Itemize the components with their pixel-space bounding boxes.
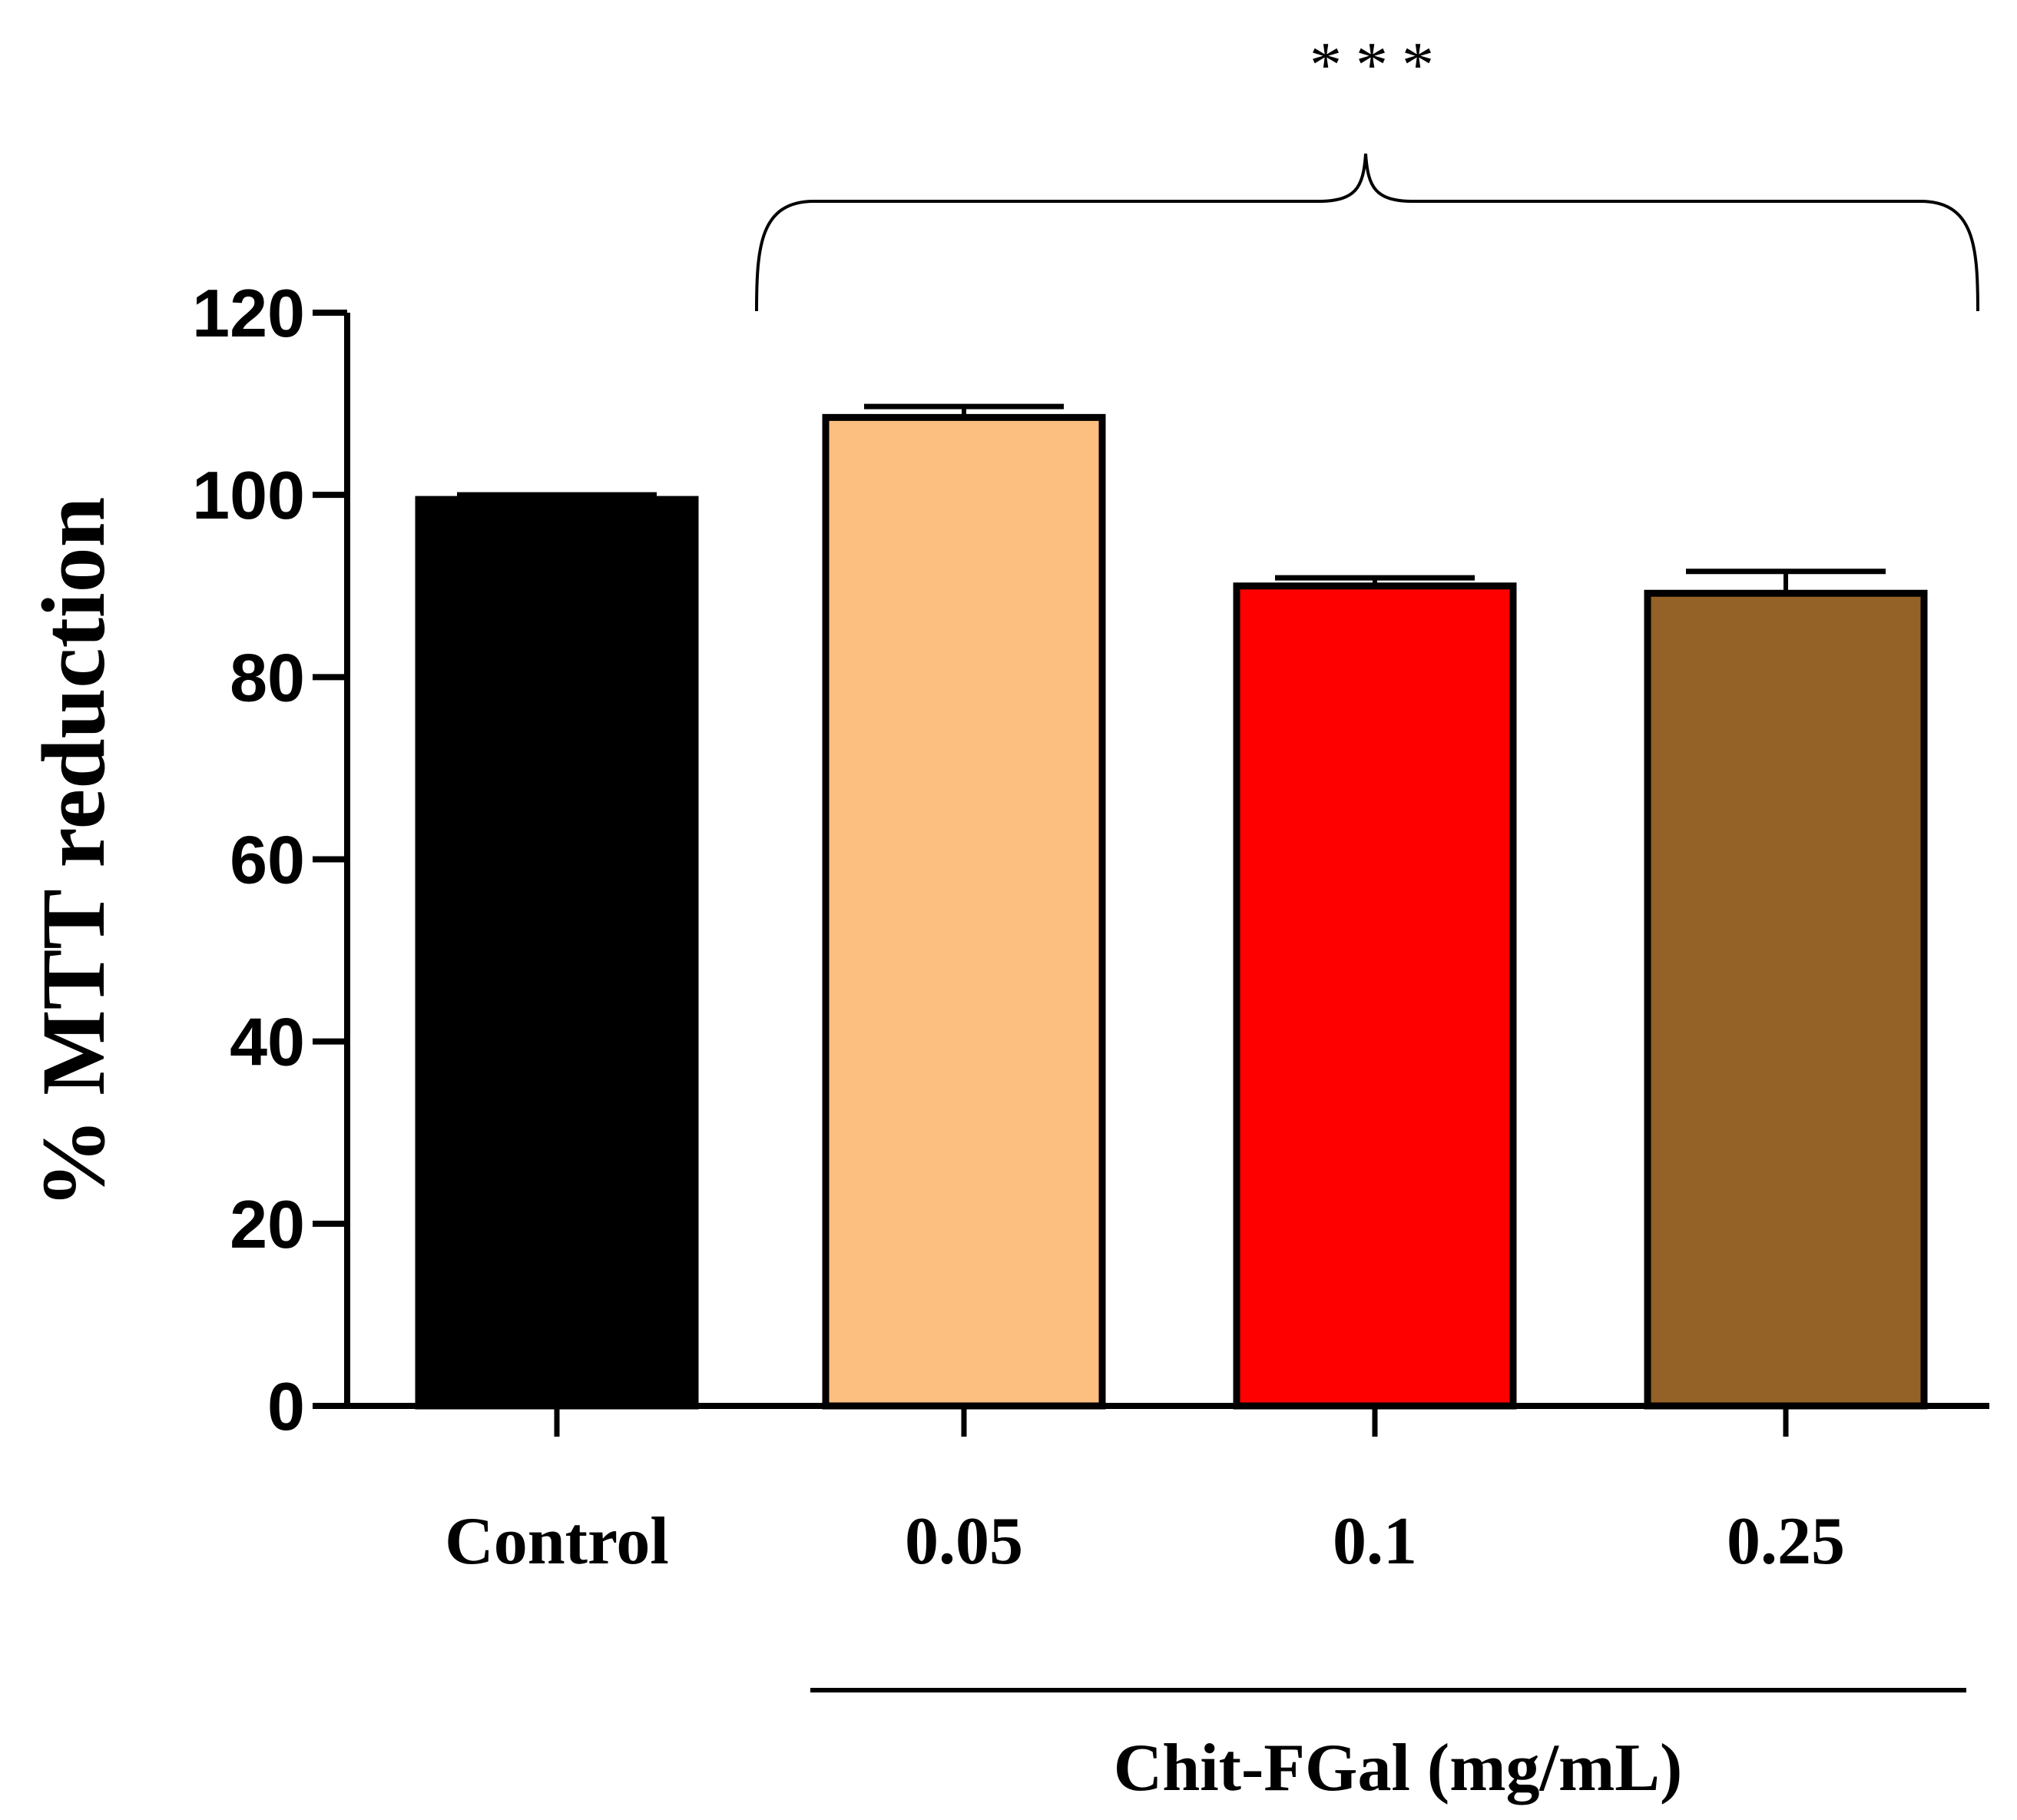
significance-stars: *** (1310, 29, 1448, 101)
x-tick-label: 0.25 (1727, 1504, 1845, 1579)
y-tick-label: 120 (192, 275, 305, 351)
x-tick-label: Control (445, 1504, 669, 1579)
bars-layer (415, 403, 1928, 1410)
y-axis-title: % MTT reduction (23, 497, 124, 1209)
y-tick-label: 100 (192, 457, 305, 533)
bar-0-25 (1644, 589, 1928, 1410)
y-tick-label: 40 (230, 1004, 305, 1080)
bar-0-1 (1233, 582, 1517, 1410)
x-tick-label: 0.05 (905, 1504, 1023, 1579)
significance-bracket (755, 153, 1979, 312)
x-tick-label: 0.1 (1333, 1504, 1417, 1579)
bar-control (415, 496, 699, 1410)
y-tick-label: 0 (267, 1368, 305, 1444)
y-tick-label: 60 (230, 822, 305, 898)
bar-0-05 (822, 413, 1106, 1410)
group-label: Chit-FGal (mg/mL) (1114, 1731, 1683, 1805)
axes-layer: Control 0.05 0.1 0.25 0 20 40 60 80 100 120 (192, 275, 1989, 1579)
y-tick-label: 80 (230, 639, 305, 715)
y-tick-label: 20 (230, 1186, 305, 1262)
